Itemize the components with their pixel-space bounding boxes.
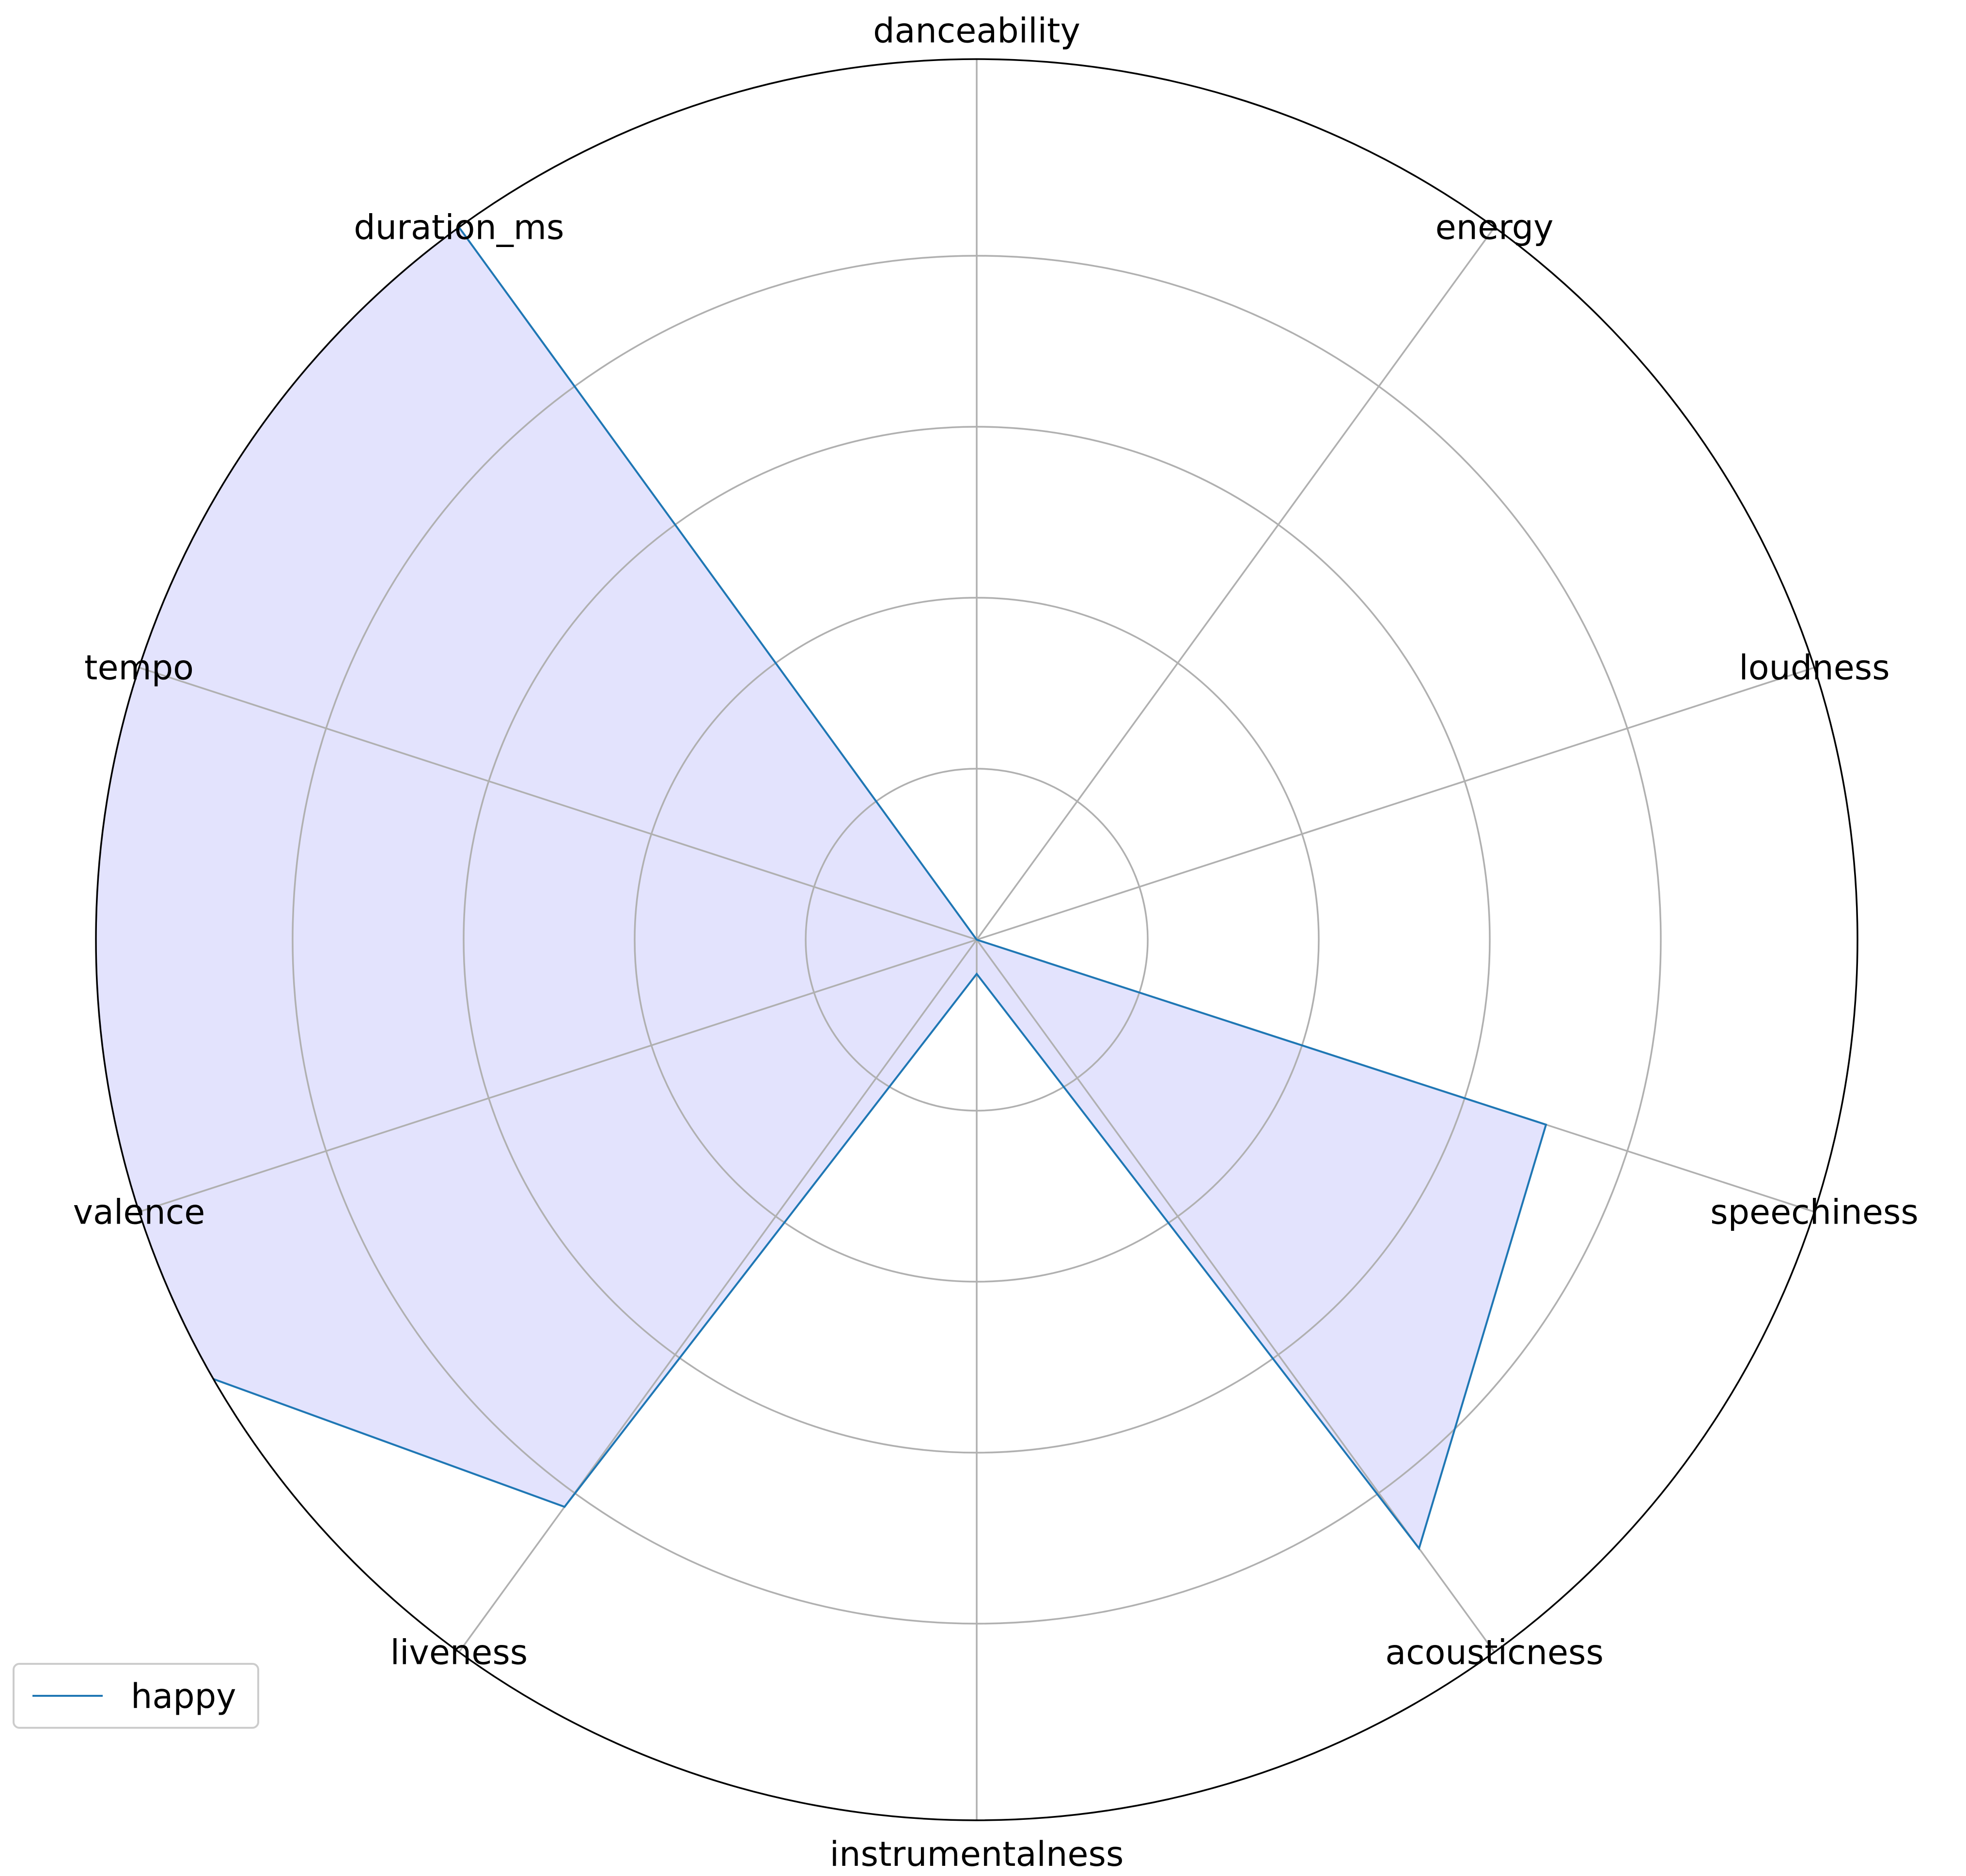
- axis-label-acousticness: acousticness: [1385, 1632, 1604, 1672]
- spoke-valence: [139, 939, 977, 1213]
- spoke-loudness: [976, 667, 1815, 941]
- legend-box: [13, 1663, 259, 1729]
- spoke-tempo: [139, 667, 977, 941]
- spoke-liveness: [458, 939, 978, 1653]
- series-line-happy: [96, 59, 1547, 1550]
- axis-label-danceability: danceability: [873, 11, 1080, 51]
- axis-label-instrumentalness: instrumentalness: [830, 1834, 1124, 1874]
- legend: happy: [13, 1663, 259, 1729]
- axis-label-speechiness: speechiness: [1710, 1192, 1919, 1232]
- axis-label-energy: energy: [1435, 208, 1554, 248]
- legend-label-happy: happy: [131, 1676, 236, 1716]
- plot-area: danceability energy loudness speechiness aco…: [73, 11, 1919, 1875]
- axis-label-valence: valence: [73, 1192, 205, 1232]
- axis-label-loudness: loudness: [1739, 648, 1889, 688]
- axis-label-duration_ms: duration_ms: [354, 208, 564, 248]
- spoke-energy: [976, 227, 1496, 941]
- polar-frame: [95, 58, 1858, 1821]
- axis-label-tempo: tempo: [84, 648, 194, 688]
- axis-label-liveness: liveness: [390, 1632, 528, 1672]
- series-area-happy: [96, 59, 1546, 1549]
